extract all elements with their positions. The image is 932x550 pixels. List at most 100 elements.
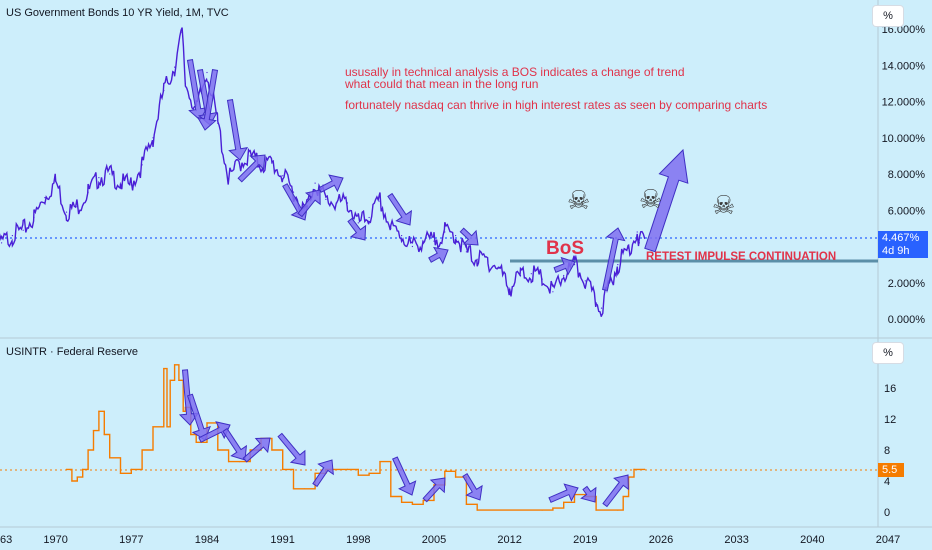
fed-data-point — [249, 449, 251, 451]
fed-data-point — [552, 507, 554, 509]
fed-data-point — [206, 422, 208, 424]
drawing-arrow[interactable] — [297, 189, 321, 218]
bond-percent-scale-button[interactable]: % — [873, 6, 903, 26]
bond-data-point — [152, 137, 154, 139]
bond-data-point — [519, 274, 522, 277]
fed-y-tick-label: 4 — [884, 476, 890, 488]
bond-data-point — [401, 235, 403, 237]
drawing-arrow[interactable] — [198, 421, 231, 443]
bond-data-point — [87, 191, 89, 193]
fed-percent-scale-button[interactable]: % — [873, 343, 903, 363]
fed-data-point — [178, 379, 180, 381]
drawing-arrow[interactable] — [237, 154, 266, 183]
fed-data-point — [617, 509, 619, 511]
bond-data-point — [130, 184, 132, 186]
bond-data-point — [271, 162, 273, 164]
fed-data-point — [401, 501, 403, 503]
bond-data-point — [422, 240, 424, 242]
drawing-arrow[interactable] — [242, 437, 271, 463]
drawing-arrow[interactable] — [553, 256, 576, 276]
drawing-arrow[interactable] — [312, 459, 334, 488]
drawing-arrow[interactable] — [428, 246, 449, 265]
x-tick-label: 2019 — [573, 534, 597, 546]
fed-data-point — [71, 480, 73, 482]
skull-icon: ☠ — [567, 185, 591, 215]
drawing-arrow[interactable] — [459, 227, 479, 246]
drawing-arrow[interactable] — [186, 59, 209, 121]
drawing-arrow[interactable] — [196, 69, 219, 131]
drawing-arrow[interactable] — [387, 192, 413, 226]
fed-data-point — [622, 495, 624, 498]
fed-data-point — [411, 503, 413, 505]
fed-data-point — [292, 488, 295, 490]
bond-data-point — [22, 229, 24, 231]
bond-data-point — [476, 258, 478, 260]
drawing-arrow[interactable] — [226, 99, 249, 161]
skull-icon: ☠ — [712, 190, 736, 220]
fed-current-value-tag: 5.5 — [878, 463, 904, 477]
bond-data-point — [228, 178, 230, 180]
bond-data-point — [433, 240, 435, 242]
bond-data-point — [368, 216, 370, 219]
fed-data-point — [368, 472, 370, 474]
x-tick-label: 2033 — [724, 534, 748, 546]
bond-data-point — [606, 291, 608, 293]
drawing-arrow[interactable] — [318, 174, 344, 193]
bond-data-point — [217, 122, 219, 124]
fed-data-point — [271, 449, 273, 451]
x-tick-label: 1998 — [346, 534, 370, 546]
bond-y-tick-label: 12.000% — [882, 97, 926, 109]
bond-data-point — [181, 31, 183, 34]
drawing-arrow[interactable] — [422, 477, 446, 503]
drawing-arrow[interactable] — [277, 432, 306, 466]
fed-y-tick-label: 16 — [884, 383, 896, 395]
fed-data-point — [98, 410, 100, 412]
bond-y-tick-label: 8.000% — [888, 169, 926, 181]
drawing-arrow[interactable] — [462, 473, 483, 501]
bond-y-tick-label: 6.000% — [888, 205, 926, 217]
drawing-arrow[interactable] — [548, 483, 579, 503]
bond-data-point — [98, 177, 100, 179]
bond-yield-line — [0, 27, 646, 317]
fed-data-point — [87, 449, 89, 451]
fed-data-point — [76, 476, 78, 478]
bond-data-point — [455, 235, 457, 237]
x-tick-label: 63 — [0, 534, 12, 546]
bond-data-point — [379, 200, 381, 202]
bond-data-point — [644, 237, 646, 239]
fed-data-point — [166, 426, 168, 428]
bond-data-point — [600, 307, 603, 309]
bond-data-point — [595, 302, 597, 304]
bond-data-point — [552, 291, 554, 293]
fed-data-point — [109, 457, 111, 459]
fed-data-point — [357, 474, 359, 476]
x-tick-label: 2005 — [422, 534, 446, 546]
bond-data-point — [184, 82, 186, 84]
bond-data-point — [498, 267, 500, 269]
fed-data-point — [422, 499, 424, 501]
drawing-arrow[interactable] — [222, 427, 248, 461]
bond-data-point — [314, 182, 316, 184]
bond-data-point — [141, 164, 143, 166]
fed-y-tick-label: 0 — [884, 507, 890, 519]
fed-data-point — [174, 364, 176, 366]
bond-data-point — [109, 173, 111, 175]
drawing-arrow[interactable] — [580, 485, 597, 503]
bond-data-point — [55, 180, 57, 182]
fed-data-point — [390, 495, 392, 498]
fed-data-point — [444, 470, 446, 472]
x-tick-label: 2012 — [497, 534, 521, 546]
bond-data-point — [465, 251, 467, 253]
drawing-arrow[interactable] — [644, 148, 689, 253]
drawing-arrow[interactable] — [392, 456, 417, 496]
bond-data-point — [509, 287, 511, 289]
bond-data-point — [292, 191, 295, 193]
drawing-arrow[interactable] — [602, 474, 629, 508]
drawing-arrow[interactable] — [347, 217, 367, 241]
fed-y-tick-label: 8 — [884, 445, 890, 457]
bond-data-point — [174, 66, 176, 68]
x-tick-label: 1977 — [119, 534, 143, 546]
drawing-arrow[interactable] — [602, 227, 626, 292]
bond-data-point — [336, 202, 338, 204]
